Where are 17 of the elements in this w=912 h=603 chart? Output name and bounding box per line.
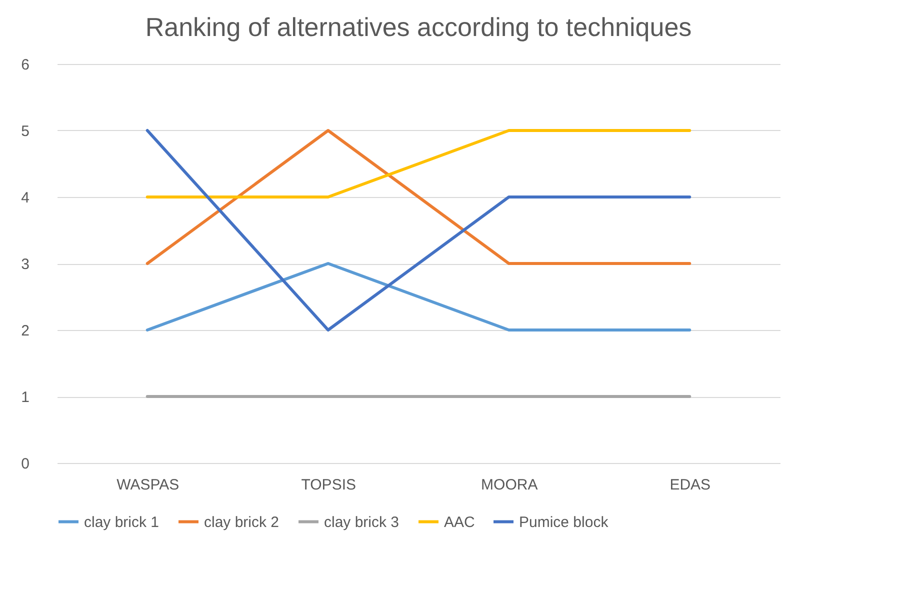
y-tick-label: 4 xyxy=(21,190,30,206)
y-tick-label: 0 xyxy=(21,456,30,472)
y-tick-label: 2 xyxy=(21,322,30,340)
legend-label: Pumice block xyxy=(519,514,609,531)
legend-label: clay brick 2 xyxy=(204,514,280,531)
x-tick-label: TOPSIS xyxy=(301,476,356,494)
y-tick-label: 3 xyxy=(21,256,30,273)
chart-title: Ranking of alternatives according to techniques xyxy=(145,12,692,42)
x-tick-label: WASPAS xyxy=(116,476,180,494)
y-tick-label: 5 xyxy=(21,123,30,140)
legend-label: clay brick 3 xyxy=(324,514,400,531)
y-tick-label: 1 xyxy=(21,389,30,406)
legend-label: AAC xyxy=(444,514,476,531)
legend-label: clay brick 1 xyxy=(84,514,160,531)
x-tick-label: EDAS xyxy=(670,476,711,494)
x-tick-label: MOORA xyxy=(481,476,538,494)
y-tick-label: 6 xyxy=(21,56,30,74)
